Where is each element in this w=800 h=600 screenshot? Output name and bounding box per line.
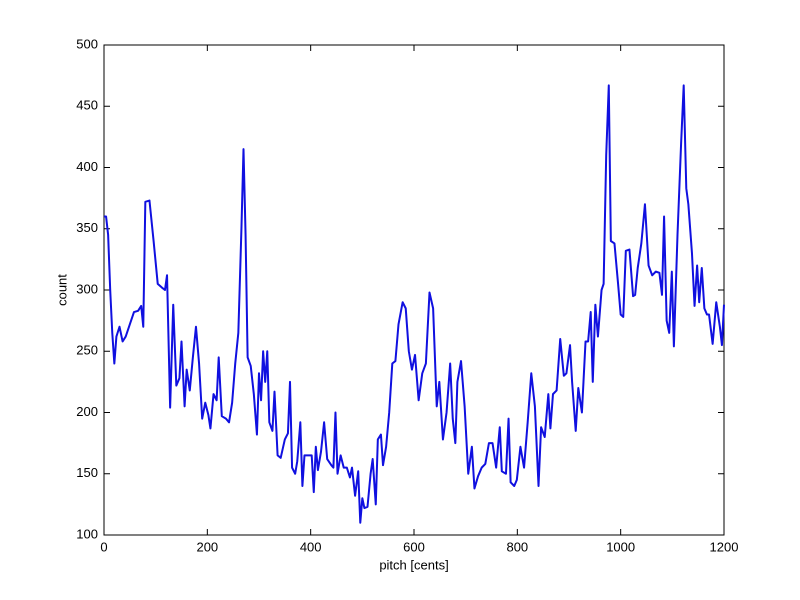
y-tick-label: 450 bbox=[76, 98, 98, 113]
x-tick-label: 1200 bbox=[710, 539, 739, 554]
y-axis-label: count bbox=[54, 274, 69, 306]
y-tick-label: 200 bbox=[76, 404, 98, 419]
x-tick-label: 0 bbox=[100, 539, 107, 554]
x-axis-label: pitch [cents] bbox=[379, 557, 448, 572]
x-tick-label: 1000 bbox=[606, 539, 635, 554]
y-tick-label: 400 bbox=[76, 159, 98, 174]
data-line bbox=[104, 84, 725, 524]
y-tick-label: 100 bbox=[76, 526, 98, 541]
x-tick-label: 600 bbox=[403, 539, 425, 554]
x-tick-label: 200 bbox=[196, 539, 218, 554]
y-tick-label: 300 bbox=[76, 281, 98, 296]
y-tick-label: 150 bbox=[76, 465, 98, 480]
x-tick-label: 400 bbox=[300, 539, 322, 554]
y-tick-label: 350 bbox=[76, 220, 98, 235]
y-tick-label: 500 bbox=[76, 36, 98, 51]
y-tick-label: 250 bbox=[76, 343, 98, 358]
x-tick-label: 800 bbox=[506, 539, 528, 554]
